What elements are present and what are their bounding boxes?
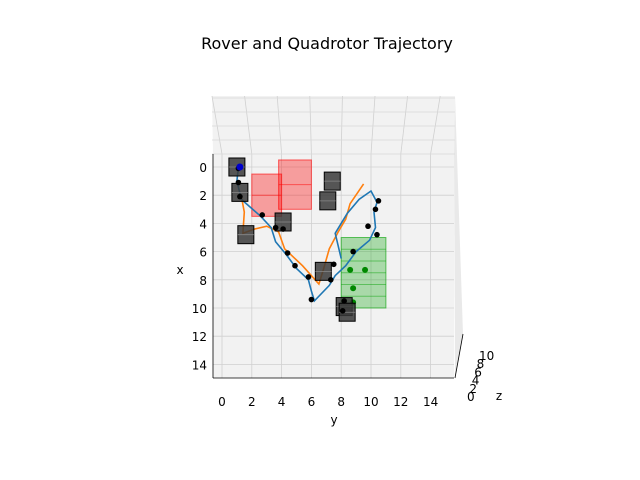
waypoint [330, 261, 337, 268]
chart-title: Rover and Quadrotor Trajectory [201, 34, 453, 53]
goal-layer [340, 237, 387, 309]
grid-line-back [276, 95, 282, 155]
side-wall [454, 96, 463, 378]
y-axis-tick-label: 2 [248, 395, 256, 409]
x-axis-tick-label: 0 [199, 161, 207, 175]
grid-line-back [370, 95, 376, 155]
x-axis-tick-label: 2 [199, 189, 207, 203]
waypoint [272, 224, 279, 231]
waypoint [365, 223, 371, 230]
y-axis-tick-label: 10 [363, 395, 378, 409]
x-axis-tick-label: 14 [192, 358, 207, 372]
waypoint [327, 277, 334, 283]
z-axis-tick-label: 8 [477, 357, 485, 371]
grid-line-back [430, 95, 441, 155]
goal-point [350, 285, 357, 292]
goal-point [347, 266, 354, 273]
waypoint [374, 231, 380, 238]
goal-point [362, 266, 369, 273]
waypoint [237, 193, 243, 200]
back-wall [212, 96, 455, 154]
z-axis-tick-label: 2 [469, 382, 477, 396]
y-axis-tick-label: 4 [278, 395, 286, 409]
x-axis-ticks: 0 2 4 6 8 10 12 14 [192, 161, 207, 372]
x-axis-label: x [176, 263, 183, 277]
waypoint [350, 248, 356, 255]
x-axis-tick-label: 10 [192, 302, 207, 316]
waypoint [292, 262, 298, 269]
waypoint [284, 250, 291, 256]
axes-3d [211, 95, 464, 379]
z-axis-tick-label: 4 [472, 374, 480, 388]
y-axis-tick-label: 14 [423, 395, 438, 409]
x-axis-tick-label: 4 [199, 217, 207, 231]
waypoint [339, 308, 346, 314]
grid-line-back [244, 95, 253, 155]
grid-line-back [211, 95, 223, 155]
waypoint-layer [235, 163, 382, 314]
x-axis-tick-label: 8 [199, 274, 207, 288]
y-axis-tick-label: 6 [308, 395, 316, 409]
y-axis-tick-label: 8 [337, 395, 345, 409]
z-axis-tick-label: 0 [467, 390, 475, 404]
x-axis-tick-label: 6 [199, 246, 207, 260]
waypoint [341, 298, 347, 304]
grid-line-back [309, 95, 312, 155]
y-axis-tick-label: 0 [218, 395, 226, 409]
waypoint [259, 212, 266, 218]
waypoint [235, 179, 242, 186]
grid-line-back [340, 95, 343, 155]
waypoint [308, 296, 315, 303]
z-axis-line [454, 333, 464, 379]
obstacle-layer [251, 159, 312, 217]
z-axis-label: z [496, 389, 502, 403]
start-point [236, 163, 244, 171]
x-axis-tick-label: 12 [192, 330, 207, 344]
y-axis-tick-label: 12 [393, 395, 408, 409]
waypoint [280, 226, 286, 232]
y-axis-label: y [330, 413, 337, 427]
z-axis-tick-label: 6 [474, 365, 482, 379]
waypoint [375, 198, 382, 204]
goal-region [340, 237, 387, 309]
waypoint [305, 274, 312, 280]
waypoint [372, 206, 379, 213]
y-axis-ticks: 0 2 4 6 8 10 12 14 [218, 395, 438, 409]
z-axis-tick-label: 10 [479, 349, 494, 363]
grid-line-back [400, 95, 408, 155]
